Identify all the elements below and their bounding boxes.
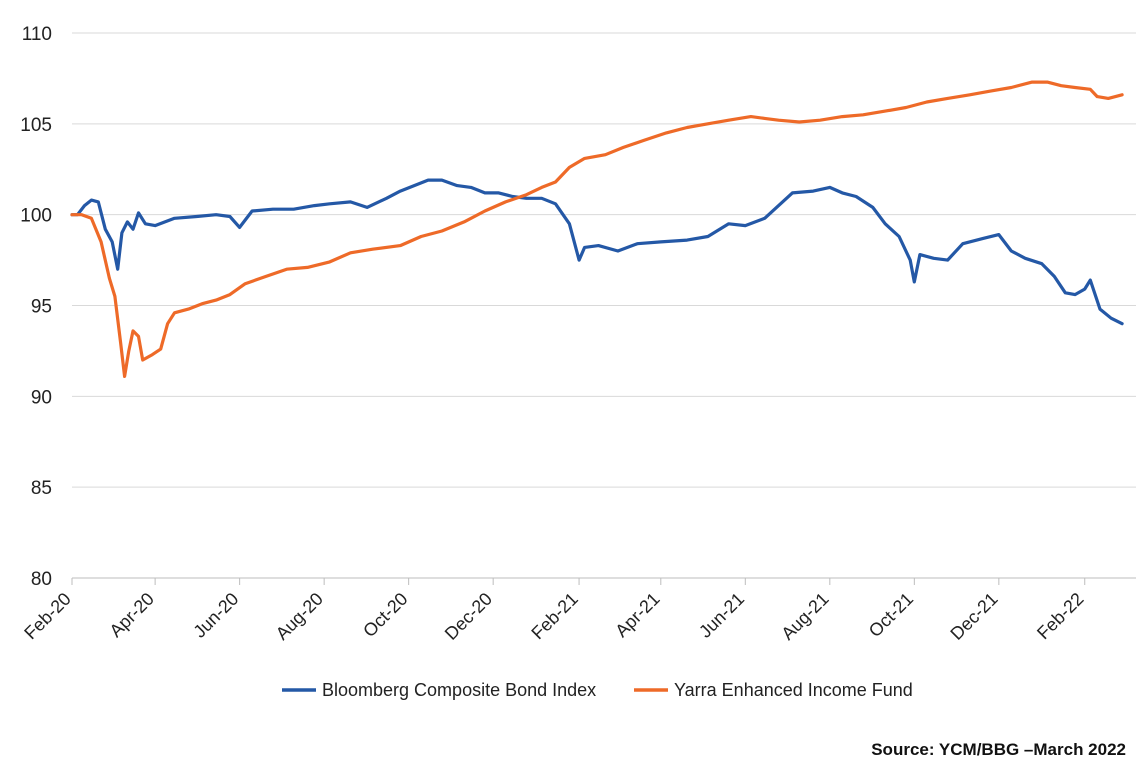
y-axis-ticks: 80 85 90 95 100 105 110	[20, 24, 52, 590]
x-tick-label: Apr-21	[611, 589, 663, 641]
y-tick-label: 90	[31, 387, 52, 408]
x-tick-label: Dec-21	[946, 589, 1001, 644]
legend-label-1: Bloomberg Composite Bond Index	[322, 680, 596, 700]
y-tick-label: 105	[20, 115, 52, 136]
x-tick-label: Oct-20	[359, 589, 411, 641]
x-tick-label: Oct-21	[865, 589, 917, 641]
x-tick-label: Feb-20	[20, 589, 74, 643]
y-tick-label: 100	[20, 206, 52, 227]
y-tick-label: 85	[31, 478, 52, 499]
x-tick-label: Jun-21	[695, 589, 748, 642]
source-note: Source: YCM/BBG –March 2022	[871, 740, 1126, 759]
series-line-2	[70, 80, 1124, 378]
series-line-1	[70, 178, 1124, 326]
series-lines	[70, 80, 1124, 378]
gridlines	[72, 32, 1136, 488]
x-tick-label: Aug-20	[272, 589, 327, 644]
x-tick-label: Dec-20	[441, 589, 496, 644]
x-axis-ticks: Feb-20 Apr-20 Jun-20 Aug-20 Oct-20 Dec-20 Feb-…	[20, 578, 1088, 644]
legend: Bloomberg Composite Bond Index Yarra Enha…	[282, 680, 913, 700]
x-tick-label: Aug-21	[777, 589, 832, 644]
legend-label-2: Yarra Enhanced Income Fund	[674, 680, 913, 700]
y-tick-label: 80	[31, 569, 52, 590]
x-tick-label: Feb-22	[1033, 589, 1087, 643]
y-tick-label: 110	[22, 24, 52, 45]
x-tick-label: Feb-21	[527, 589, 581, 643]
y-tick-label: 95	[31, 297, 52, 318]
x-tick-label: Jun-20	[189, 589, 242, 642]
x-tick-label: Apr-20	[106, 589, 158, 641]
